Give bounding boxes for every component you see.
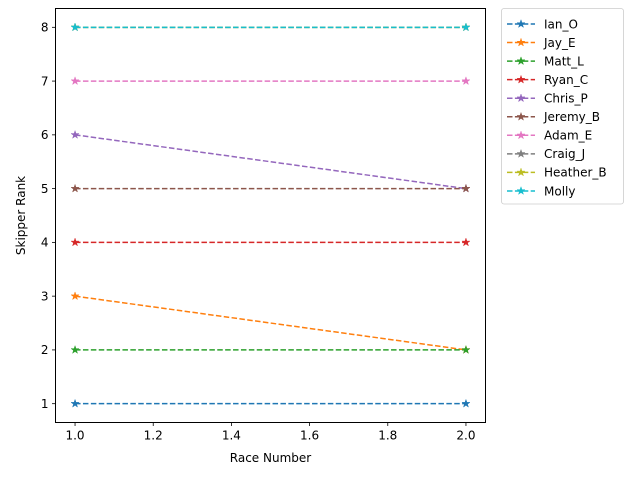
legend-item-Adam_E: Adam_E <box>507 129 592 143</box>
legend-marker <box>516 93 526 103</box>
legend-item-Chris_P: Chris_P <box>507 92 588 106</box>
x-axis-ticks: 1.0 1.2 1.4 1.6 1.8 2.0 <box>65 422 476 443</box>
x-tick-label: 1.0 <box>65 429 84 443</box>
y-tick-label: 3 <box>41 289 49 303</box>
legend-item-Molly: Molly <box>507 184 575 198</box>
legend-item-Jay_E: Jay_E <box>507 36 576 50</box>
legend-label: Heather_B <box>544 166 607 180</box>
y-tick-label: 6 <box>41 128 49 142</box>
data-point-Ryan_C-1 <box>70 237 80 247</box>
y-tick-label: 1 <box>41 397 49 411</box>
legend-item-Matt_L: Matt_L <box>507 54 584 68</box>
legend-marker <box>516 130 526 140</box>
legend-item-Craig_J: Craig_J <box>507 147 585 161</box>
legend-item-Jeremy_B: Jeremy_B <box>507 110 600 124</box>
data-point-Jeremy_B-1 <box>70 183 80 193</box>
x-tick-label: 1.2 <box>144 429 163 443</box>
plot-frame <box>55 8 486 423</box>
legend-marker <box>516 37 526 47</box>
series-line-Jay_E <box>74 295 467 351</box>
legend: Ian_O Jay_E Matt_L Ryan_C Chris_P Jeremy_B Ada… <box>501 8 624 205</box>
legend-label: Craig_J <box>544 147 585 161</box>
data-point-Adam_E-2 <box>461 76 471 86</box>
y-tick-label: 5 <box>41 182 49 196</box>
legend-label: Jay_E <box>543 36 576 50</box>
legend-marker <box>516 111 526 121</box>
data-point-Jay_E-1 <box>70 291 80 301</box>
data-point-Molly-2 <box>461 22 471 32</box>
legend-label: Ryan_C <box>544 73 588 87</box>
plot-markers <box>70 22 471 408</box>
y-axis-ticks: 1 2 3 4 5 6 7 8 <box>41 21 56 411</box>
legend-label: Ian_O <box>544 17 578 31</box>
data-point-Adam_E-1 <box>70 76 80 86</box>
data-point-Ryan_C-2 <box>461 237 471 247</box>
legend-label: Chris_P <box>544 92 588 106</box>
y-tick-label: 8 <box>41 21 49 35</box>
legend-marker <box>516 18 526 29</box>
data-point-Chris_P-1 <box>70 129 80 139</box>
legend-label: Molly <box>544 184 575 198</box>
legend-item-Ryan_C: Ryan_C <box>507 73 588 87</box>
x-tick-label: 2.0 <box>456 429 475 443</box>
data-point-Molly-1 <box>70 22 80 32</box>
data-point-Jeremy_B-2 <box>461 183 471 193</box>
legend-frame <box>501 8 624 205</box>
legend-item-Heather_B: Heather_B <box>507 166 607 180</box>
y-axis-label: Skipper Rank <box>14 176 28 255</box>
x-tick-label: 1.8 <box>378 429 397 443</box>
y-tick-label: 2 <box>41 343 49 357</box>
legend-marker <box>516 185 526 196</box>
y-tick-label: 4 <box>41 236 49 250</box>
legend-item-Ian_O: Ian_O <box>507 17 578 31</box>
series-line-Chris_P <box>74 134 467 190</box>
legend-label: Matt_L <box>544 54 584 68</box>
x-axis-label: Race Number <box>230 451 311 465</box>
x-tick-label: 1.6 <box>300 429 319 443</box>
x-tick-label: 1.4 <box>222 429 241 443</box>
legend-label: Jeremy_B <box>543 110 600 124</box>
legend-label: Adam_E <box>544 129 592 143</box>
y-tick-label: 7 <box>41 74 49 88</box>
plot-lines <box>74 26 467 405</box>
legend-marker <box>516 56 526 66</box>
data-point-Matt_L-2 <box>461 344 471 354</box>
data-point-Matt_L-1 <box>70 344 80 354</box>
data-point-Ian_O-1 <box>70 398 80 408</box>
legend-marker <box>516 74 526 84</box>
data-point-Ian_O-2 <box>461 398 471 408</box>
legend-marker <box>516 148 526 158</box>
legend-marker <box>516 167 526 177</box>
